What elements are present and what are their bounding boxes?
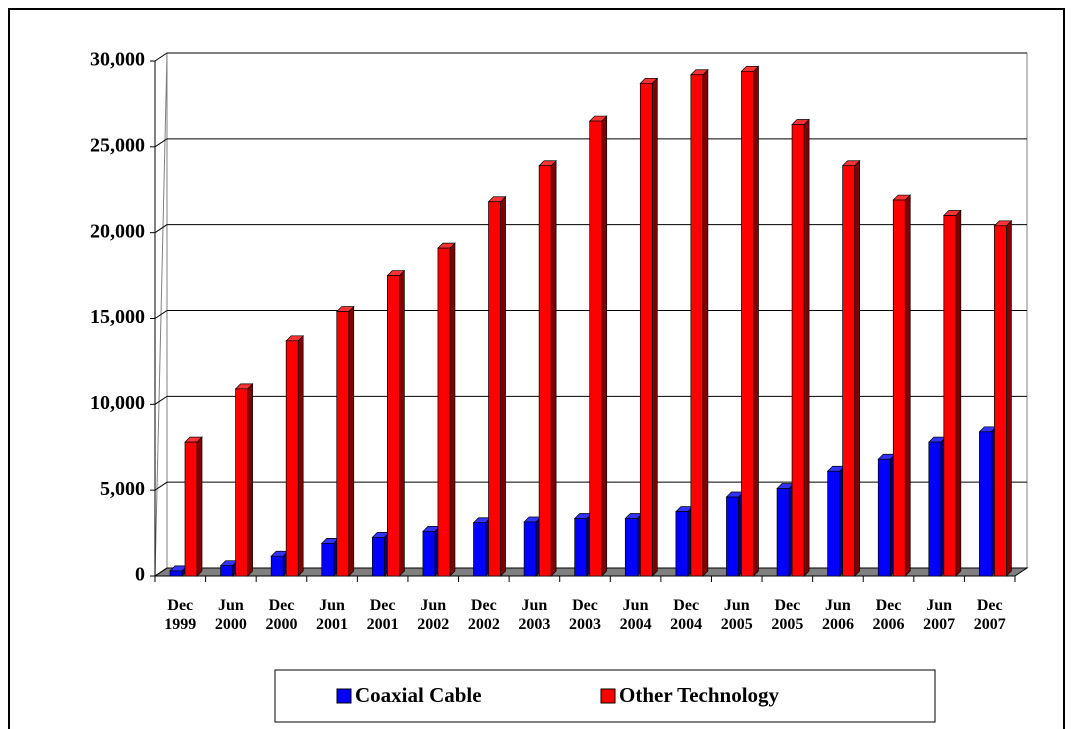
bar-side [196,436,203,577]
y-tick-label: 10,000 [90,392,145,414]
x-tick-label: Dec 2003 [569,597,601,633]
bar-side [803,118,810,577]
bar [220,565,233,577]
x-tick-label: Dec 2001 [366,597,399,633]
x-tick-label: Jun 2004 [619,597,652,633]
bar-side [955,209,962,577]
grid-line [154,395,1027,405]
y-tick-label: 25,000 [90,134,145,156]
bar [892,199,906,577]
bar [624,518,638,577]
y-tick-label: 0 [135,564,145,586]
bar [285,340,299,577]
y-tick-label: 20,000 [90,220,145,242]
bar-side [449,242,456,577]
bar-side [1006,219,1012,577]
bar [321,543,335,577]
x-tick-label: Dec 1999 [164,597,197,633]
bar [574,518,588,577]
grid-line [154,481,1027,491]
bar [943,215,957,577]
bar [994,225,1007,577]
y-tick-label: 5,000 [100,478,145,500]
x-tick-label: Dec 2000 [265,597,298,633]
bar [726,496,739,577]
bar [235,388,248,577]
bar [675,511,689,577]
grid-line [154,310,1027,319]
bar [538,165,552,577]
bar [928,441,942,577]
bar [776,488,790,577]
x-tick-label: Jun 2005 [720,597,753,633]
frame [8,8,1065,729]
bar [523,521,537,577]
bar [184,441,198,577]
bar [422,531,436,577]
bar [387,275,400,577]
x-tick-label: Dec 2002 [467,597,500,633]
bar [270,555,284,577]
bar [877,458,891,577]
bar [473,522,486,577]
y-tick-label: 30,000 [90,49,145,71]
bar-side [348,305,355,577]
x-tick-label: Dec 2005 [771,597,804,633]
y-tick-label: 15,000 [90,306,145,328]
bar [169,570,183,577]
bar [488,201,501,577]
bar-side [247,383,253,577]
x-tick-label: Jun 2003 [518,597,551,633]
x-tick-label: Jun 2001 [316,597,349,633]
grid-line [154,224,1027,234]
x-tick-label: Jun 2000 [214,597,247,633]
grid-line [154,52,1027,62]
bar-side [601,115,608,577]
bar [827,470,840,577]
bar-side [753,65,759,577]
bar-side [904,194,911,577]
bar [791,124,805,577]
bar-side [651,77,658,577]
x-tick-label: Jun 2002 [417,597,450,633]
x-tick-label: Dec 2007 [973,597,1006,633]
bar [437,247,451,577]
bar [372,537,385,577]
bar-side [399,269,405,577]
legend-swatch [336,688,352,704]
x-tick-label: Dec 2006 [872,597,905,633]
bar-side [297,334,304,577]
bar-side [702,68,709,577]
legend-label: Coaxial Cable [355,683,482,707]
bar [336,311,350,577]
bar [589,120,603,577]
bar-side [854,159,860,577]
bar [979,431,992,577]
grid-line [154,138,1027,148]
bar-side [550,159,557,577]
legend-label: Other Technology [619,683,780,707]
x-tick-label: Jun 2006 [821,597,854,633]
bar [690,74,704,577]
x-tick-label: Dec 2004 [670,597,703,633]
bar [842,165,855,577]
bar [741,70,754,577]
bar [639,82,653,577]
bar-side [500,195,506,577]
x-tick-label: Jun 2007 [923,597,956,633]
legend-swatch [600,688,616,704]
